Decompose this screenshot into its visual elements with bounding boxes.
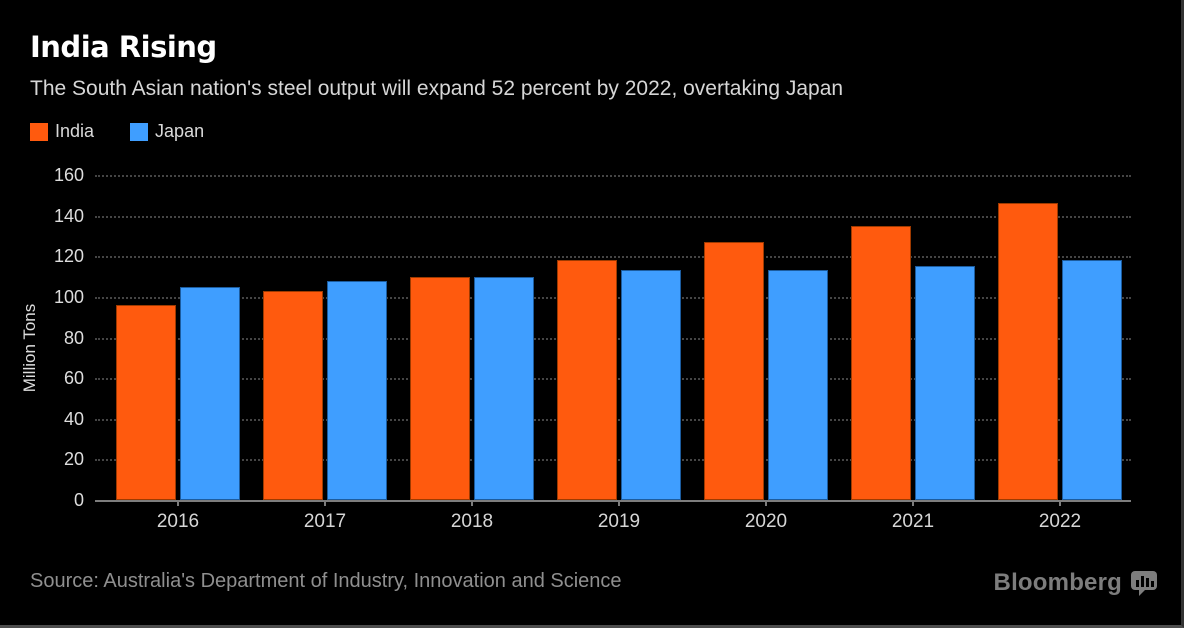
x-tick-label-2020: 2020 bbox=[744, 511, 788, 532]
legend-swatch-india bbox=[30, 122, 48, 141]
y-tick-label-20: 20 bbox=[63, 449, 84, 470]
bar-india-2016 bbox=[116, 305, 176, 500]
x-tick-2021 bbox=[912, 500, 914, 506]
legend: India Japan bbox=[30, 121, 204, 142]
legend-label: Japan bbox=[155, 121, 205, 141]
gridline-140 bbox=[95, 215, 1131, 218]
x-tick-label-2017: 2017 bbox=[303, 511, 347, 532]
y-tick-label-160: 160 bbox=[53, 165, 84, 185]
x-tick-label-2021: 2021 bbox=[891, 511, 935, 532]
legend-item-india: India bbox=[30, 121, 94, 142]
x-tick-2022 bbox=[1059, 500, 1061, 506]
legend-label: India bbox=[55, 121, 95, 141]
y-axis: 0 20 40 60 80 100 120 140 160 bbox=[0, 165, 84, 510]
y-tick-label-140: 140 bbox=[53, 205, 84, 226]
bar-group-2017 bbox=[263, 175, 387, 500]
y-axis-title: Million Tons bbox=[20, 303, 39, 393]
legend-item-japan: Japan bbox=[130, 121, 204, 142]
x-tick-label-2019: 2019 bbox=[597, 511, 641, 532]
chart-subtitle: The South Asian nation's steel output wi… bbox=[30, 77, 844, 100]
source-credit: Source: Australia's Department of Indust… bbox=[30, 570, 622, 592]
bar-india-2021 bbox=[851, 225, 911, 500]
bar-japan-2020 bbox=[768, 270, 828, 500]
bar-india-2019 bbox=[557, 260, 617, 500]
bar-group-2021 bbox=[851, 175, 975, 500]
bar-group-2022 bbox=[998, 175, 1122, 500]
bar-japan-2018 bbox=[474, 276, 534, 500]
bar-group-2020 bbox=[704, 175, 828, 500]
gridline-160 bbox=[95, 175, 1131, 177]
chart-title: India Rising bbox=[30, 30, 217, 64]
bar-group-2016 bbox=[116, 175, 240, 500]
bar-india-2018 bbox=[410, 276, 470, 500]
y-tick-label-0: 0 bbox=[73, 490, 84, 510]
gridline-120 bbox=[95, 256, 1131, 259]
bloomberg-logo: Bloomberg bbox=[994, 569, 1157, 597]
y-tick-label-40: 40 bbox=[63, 408, 84, 429]
bar-group-2019 bbox=[557, 175, 681, 500]
bar-chart-speech-bubble-icon bbox=[1131, 570, 1157, 596]
bar-india-2020 bbox=[704, 242, 764, 500]
y-tick-label-60: 60 bbox=[63, 368, 84, 389]
x-tick-2019 bbox=[618, 500, 620, 506]
legend-swatch-japan bbox=[130, 122, 149, 141]
y-tick-label-80: 80 bbox=[63, 327, 84, 348]
x-tick-label-2018: 2018 bbox=[450, 511, 494, 532]
y-tick-label-120: 120 bbox=[53, 246, 84, 267]
x-axis-line bbox=[95, 500, 1131, 502]
bar-japan-2021 bbox=[915, 266, 975, 500]
bar-group-2018 bbox=[410, 175, 534, 500]
y-tick-label-100: 100 bbox=[53, 286, 84, 307]
bar-japan-2017 bbox=[327, 280, 387, 500]
x-tick-2020 bbox=[765, 500, 767, 506]
plot-area: 2016 2017 2018 2019 2020 2021 2022 bbox=[95, 175, 1131, 532]
x-tick-2016 bbox=[177, 500, 179, 506]
bar-india-2017 bbox=[263, 290, 323, 500]
bar-india-2022 bbox=[998, 203, 1058, 500]
bar-japan-2019 bbox=[621, 270, 681, 500]
x-tick-2017 bbox=[324, 500, 326, 506]
x-tick-label-2022: 2022 bbox=[1038, 511, 1082, 532]
bar-japan-2016 bbox=[180, 286, 240, 500]
bloomberg-wordmark: Bloomberg bbox=[993, 569, 1122, 596]
x-tick-label-2016: 2016 bbox=[156, 511, 200, 532]
bar-japan-2022 bbox=[1062, 260, 1122, 500]
x-tick-2018 bbox=[471, 500, 473, 506]
